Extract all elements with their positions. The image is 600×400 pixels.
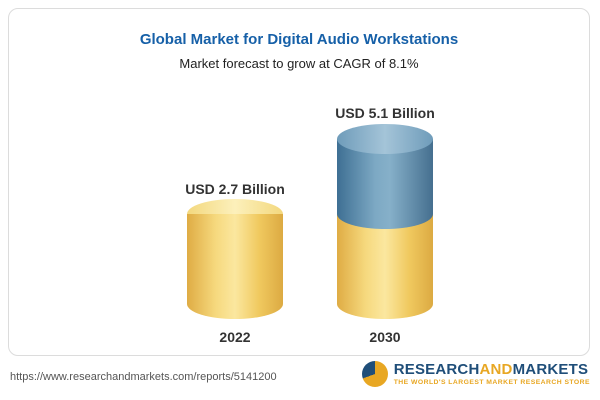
- logo-mark-icon: [361, 361, 388, 387]
- chart-title: Global Market for Digital Audio Workstat…: [139, 31, 459, 48]
- cylinder-2022-body: [187, 214, 283, 319]
- logo-text-block: RESEARCHANDMARKETS THE WORLD'S LARGEST M…: [393, 362, 590, 387]
- cylinder-2030-top: [337, 124, 433, 154]
- chart-card: Global Market for Digital Audio Workstat…: [8, 8, 590, 356]
- bar-value-label-2022: USD 2.7 Billion: [185, 181, 285, 197]
- logo-tagline: THE WORLD'S LARGEST MARKET RESEARCH STOR…: [393, 379, 590, 386]
- bar-value-label-2030: USD 5.1 Billion: [335, 105, 435, 121]
- logo-name-and: AND: [479, 361, 513, 378]
- logo-name-research: RESEARCH: [393, 361, 480, 378]
- cylinder-2030-base-segment: [337, 214, 433, 319]
- report-url: https://www.researchandmarkets.com/repor…: [10, 371, 277, 383]
- research-and-markets-logo: RESEARCHANDMARKETS THE WORLD'S LARGEST M…: [361, 361, 590, 387]
- cylinder-2030-growth-segment: [337, 139, 433, 229]
- chart-subtitle: Market forecast to grow at CAGR of 8.1%: [179, 56, 419, 71]
- x-axis-label-2030: 2030: [369, 329, 401, 345]
- logo-name-markets: MARKETS: [512, 361, 589, 378]
- logo-name: RESEARCHANDMARKETS: [394, 362, 588, 378]
- x-axis-label-2022: 2022: [219, 329, 251, 345]
